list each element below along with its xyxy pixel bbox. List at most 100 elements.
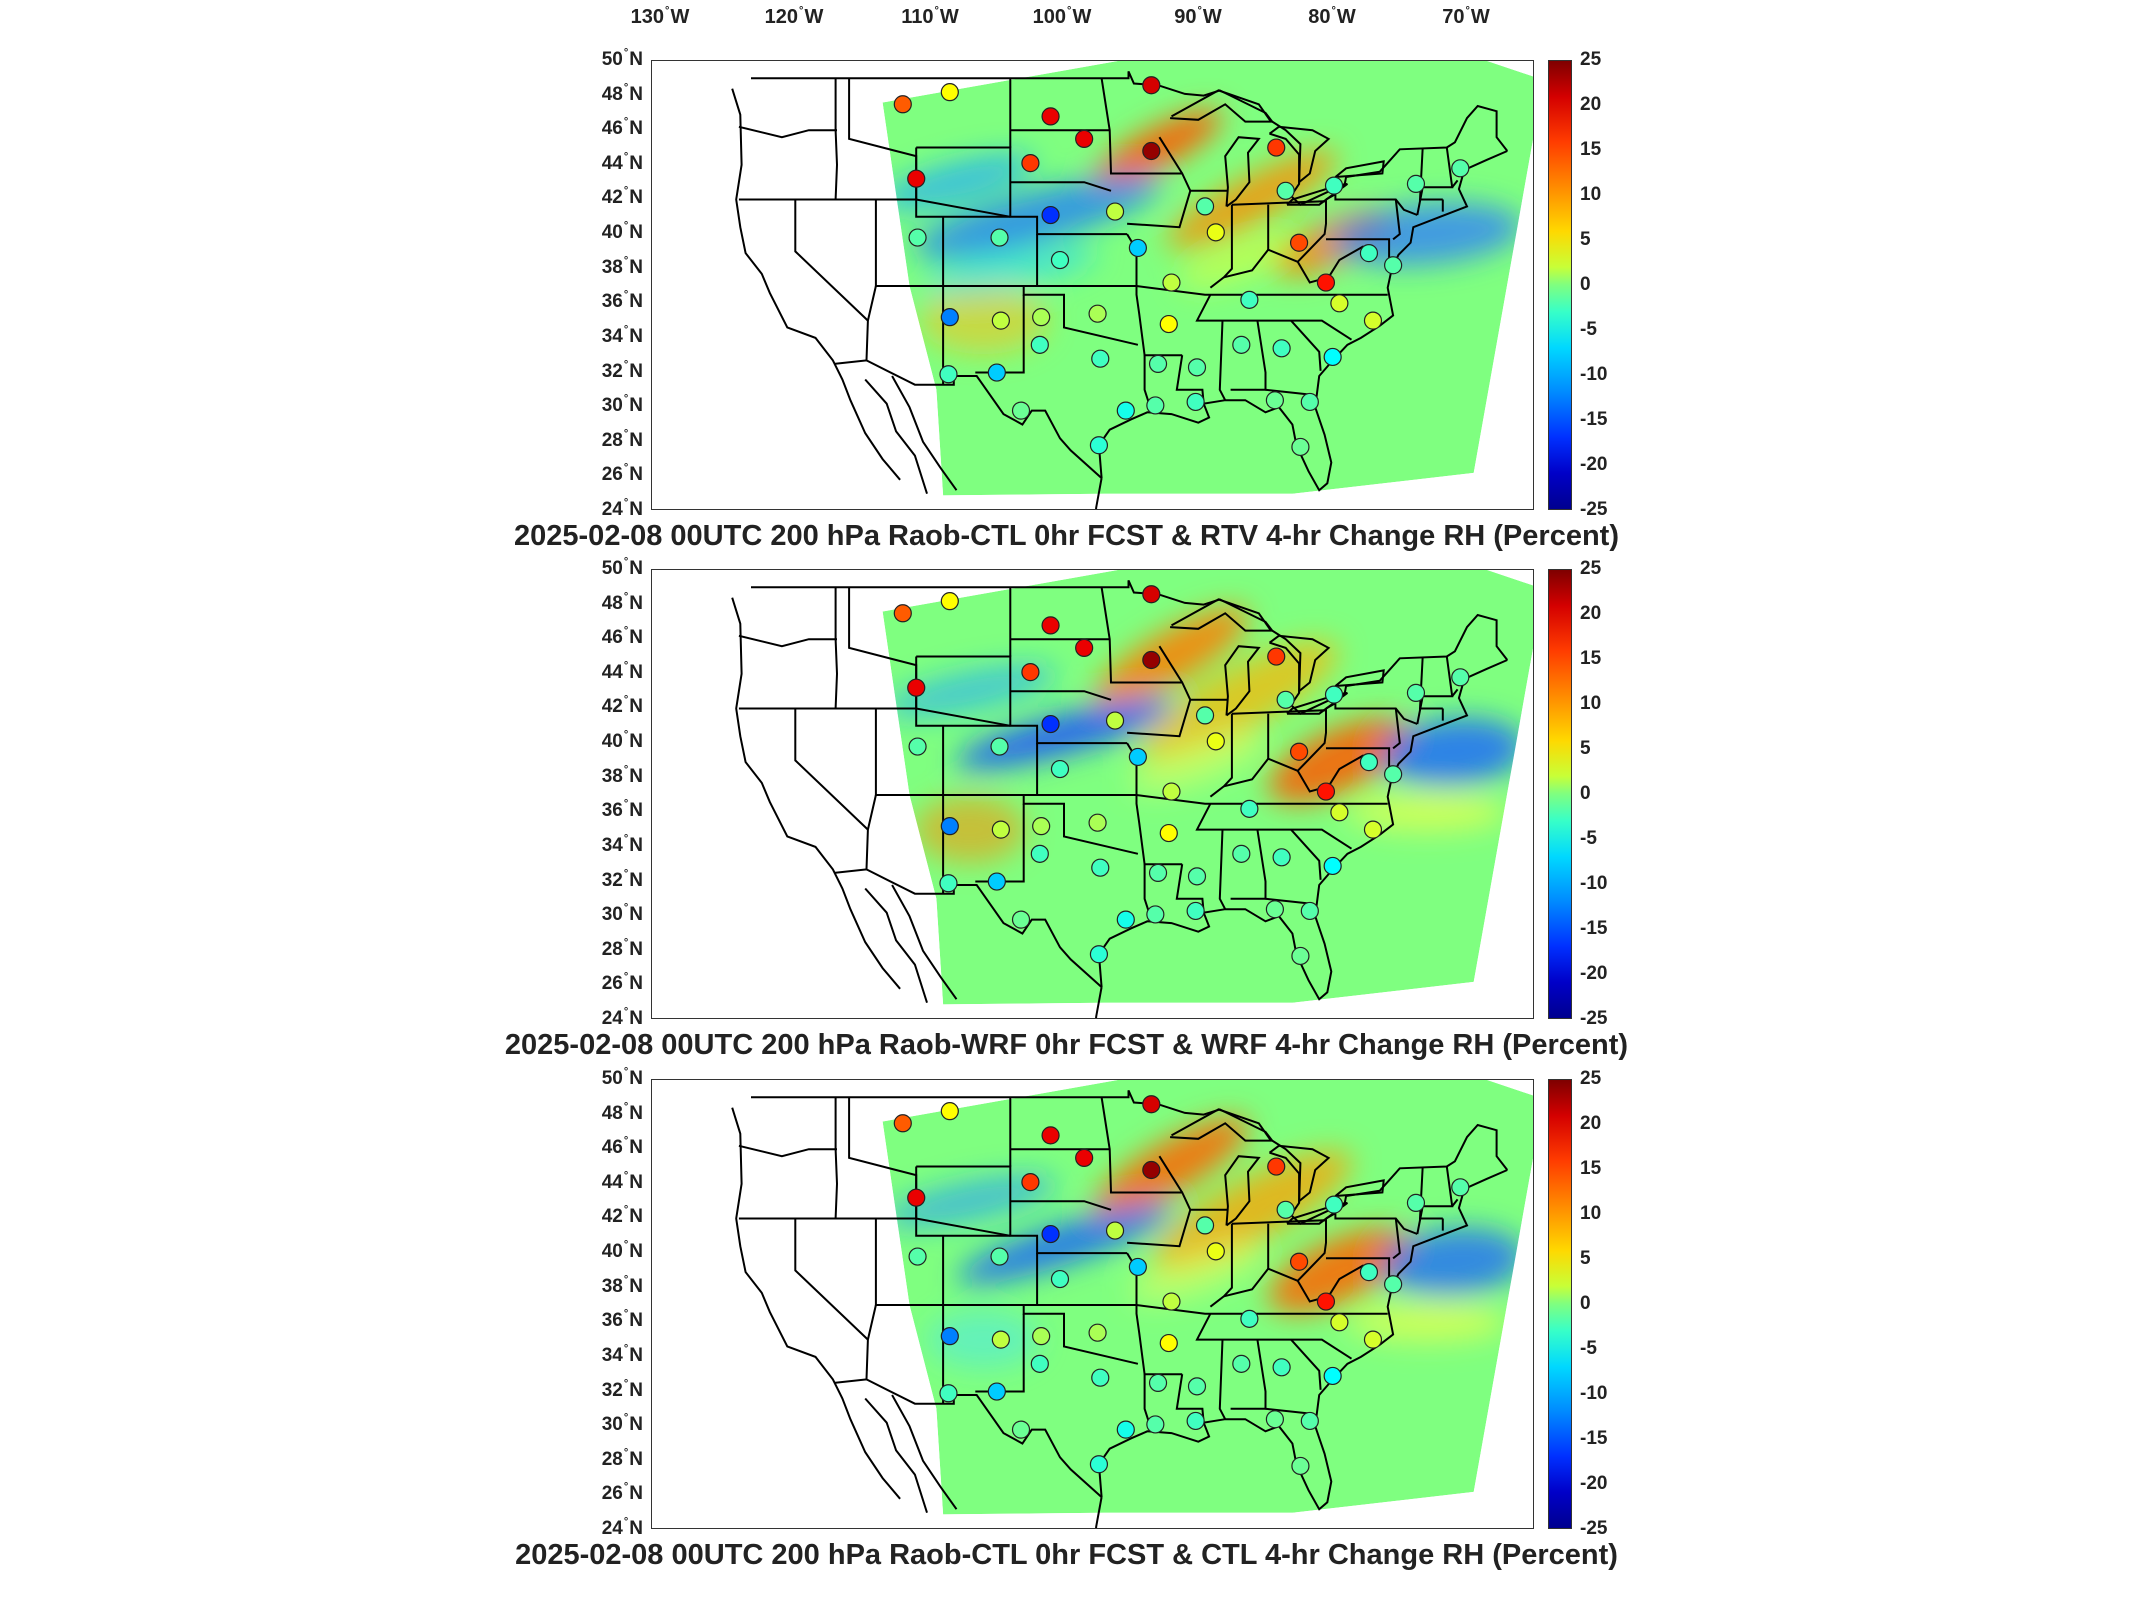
lat-label: 50°N — [601, 556, 643, 579]
lat-label: 34°N — [601, 832, 643, 856]
station-marker — [1232, 844, 1251, 863]
station-marker — [1032, 308, 1051, 327]
station-marker — [1116, 910, 1135, 929]
station-marker — [1272, 339, 1291, 358]
station-marker — [940, 1327, 959, 1346]
station-marker — [1289, 1252, 1309, 1271]
colorbar-tick: -10 — [1580, 1383, 1608, 1404]
station-marker — [987, 363, 1006, 382]
colorbar-tick: -25 — [1580, 1008, 1608, 1029]
station-marker — [1050, 1269, 1070, 1289]
lat-label: 26°N — [601, 462, 643, 486]
station-marker — [1088, 304, 1107, 323]
station-marker — [939, 1384, 958, 1403]
colorbar-tick: 5 — [1580, 1248, 1591, 1269]
station-marker — [1384, 1275, 1403, 1294]
lon-label: 120°W — [764, 5, 824, 28]
station-marker — [1011, 1420, 1031, 1439]
station-marker — [1363, 1330, 1383, 1349]
lon-label: 80°W — [1308, 5, 1356, 28]
station-marker — [1316, 782, 1336, 801]
lat-label: 42°N — [601, 1204, 643, 1228]
lat-label: 46°N — [601, 625, 643, 649]
panel-title: 2025-02-08 00UTC 200 hPa Raob-WRF 0hr FC… — [504, 1029, 1629, 1061]
station-marker — [1142, 141, 1161, 161]
colorbar-tick: 5 — [1580, 229, 1591, 250]
station-marker — [1186, 392, 1205, 412]
station-marker — [991, 820, 1010, 839]
lat-label: 26°N — [601, 1481, 643, 1505]
station-marker — [987, 1382, 1006, 1401]
station-marker — [1041, 1126, 1060, 1145]
lat-label: 48°N — [601, 81, 643, 105]
station-marker — [1146, 905, 1165, 924]
station-marker — [1041, 616, 1060, 635]
colorbar-tick: -10 — [1580, 873, 1608, 894]
station-marker — [1116, 401, 1135, 420]
station-marker — [1030, 1354, 1049, 1373]
lat-label: 50°N — [601, 47, 643, 70]
station-marker — [1384, 765, 1403, 784]
station-marker — [908, 228, 927, 247]
station-marker — [1142, 585, 1161, 604]
station-marker — [939, 365, 958, 384]
lat-label: 32°N — [601, 1377, 643, 1401]
station-marker — [1088, 1323, 1107, 1342]
station-marker — [991, 1330, 1010, 1349]
colorbar-tick: 15 — [1580, 1158, 1602, 1179]
lat-label: 34°N — [601, 323, 643, 347]
colorbar-tick: -25 — [1580, 499, 1608, 520]
station-marker — [1272, 1358, 1291, 1377]
station-marker — [1075, 638, 1094, 657]
station-marker — [1289, 742, 1309, 761]
station-marker — [1272, 848, 1291, 867]
station-marker — [1267, 138, 1286, 157]
lat-label: 44°N — [601, 1169, 643, 1193]
lat-label: 42°N — [601, 185, 643, 209]
station-marker — [1330, 1313, 1349, 1332]
colorbar-tick: -20 — [1580, 454, 1608, 475]
station-marker — [1324, 1195, 1344, 1214]
station-marker — [1291, 437, 1310, 457]
map-panel — [651, 60, 1534, 510]
raob-stations — [893, 585, 1470, 966]
lat-label: 36°N — [601, 1308, 643, 1332]
lat-label: 32°N — [601, 358, 643, 382]
station-marker — [1011, 401, 1031, 420]
station-marker — [1240, 799, 1259, 818]
station-marker — [1240, 1309, 1259, 1328]
station-marker — [987, 872, 1006, 891]
station-marker — [1406, 683, 1426, 702]
lat-label: 44°N — [601, 150, 643, 174]
station-marker — [1146, 1415, 1165, 1434]
colorbar-tick: 25 — [1580, 49, 1602, 70]
station-marker — [1142, 1095, 1161, 1114]
station-marker — [1142, 1160, 1161, 1180]
lon-label: 130°W — [630, 5, 690, 28]
station-marker — [1032, 817, 1051, 836]
station-marker — [1265, 1410, 1285, 1429]
station-marker — [1041, 714, 1060, 734]
lon-label: 100°W — [1032, 5, 1092, 28]
station-marker — [990, 228, 1009, 247]
raob-stations — [893, 1095, 1470, 1476]
lat-label: 40°N — [601, 729, 643, 753]
station-marker — [1195, 197, 1215, 216]
station-marker — [1323, 1366, 1342, 1386]
station-marker — [1359, 244, 1379, 263]
lat-label: 40°N — [601, 220, 643, 244]
station-marker — [1300, 392, 1319, 412]
station-marker — [1030, 844, 1049, 863]
colorbar-tick: 15 — [1580, 648, 1602, 669]
station-marker — [940, 83, 959, 102]
station-marker — [940, 308, 959, 327]
station-marker — [1359, 753, 1379, 772]
station-marker — [1159, 314, 1178, 334]
geographic-borders — [731, 70, 1509, 509]
station-marker — [1316, 1292, 1336, 1311]
colorbar — [1548, 569, 1572, 1019]
station-marker — [1323, 856, 1342, 876]
station-marker — [1050, 250, 1070, 270]
station-marker — [1451, 159, 1470, 178]
station-marker — [1406, 1193, 1426, 1212]
